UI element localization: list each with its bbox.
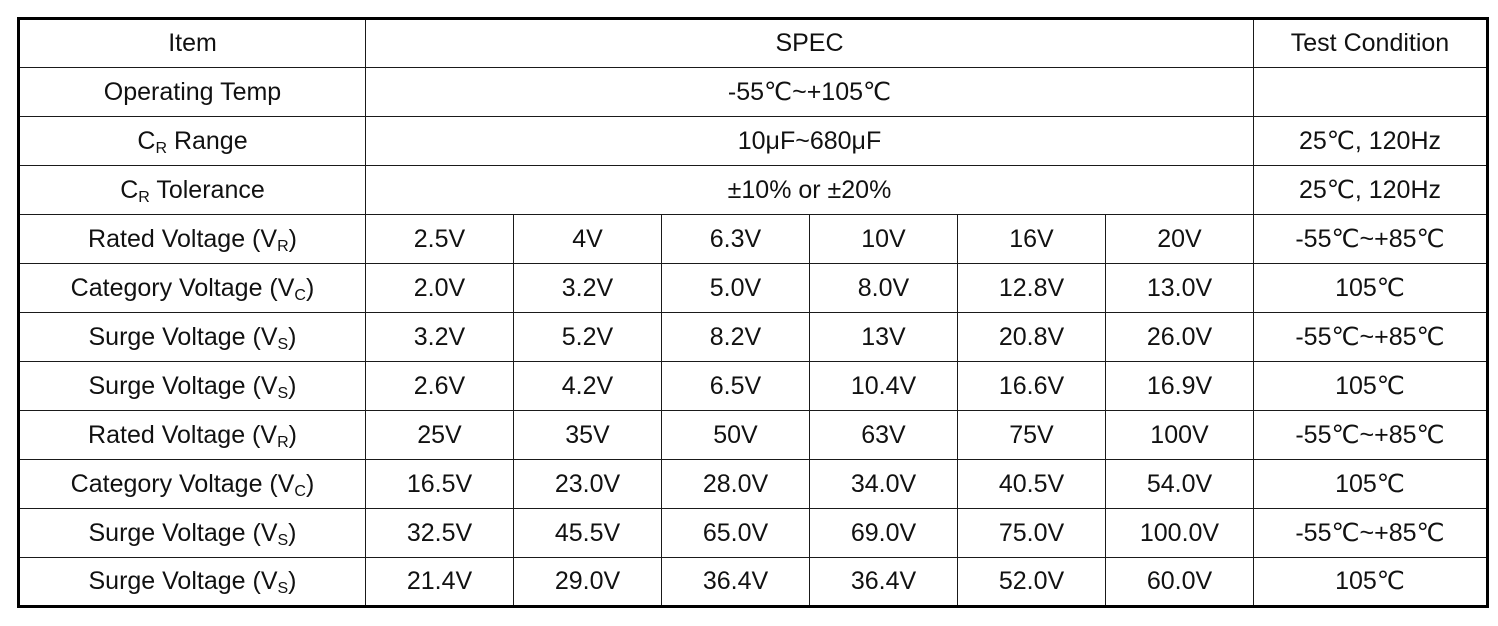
test-condition: 105℃ bbox=[1253, 263, 1488, 313]
table-cell: 36.4V bbox=[661, 557, 810, 607]
spec-value: ±10% or ±20% bbox=[365, 165, 1254, 215]
table-cell: 6.5V bbox=[661, 361, 810, 411]
table-cell: 2.5V bbox=[365, 214, 514, 264]
table-cell: 69.0V bbox=[809, 508, 958, 558]
table-cell: 65.0V bbox=[661, 508, 810, 558]
table-cell: 3.2V bbox=[365, 312, 514, 362]
row-label: CR Tolerance bbox=[18, 165, 366, 215]
table-cell: 3.2V bbox=[513, 263, 662, 313]
table-cell: 10V bbox=[809, 214, 958, 264]
table-cell: 34.0V bbox=[809, 459, 958, 509]
table-cell: 20V bbox=[1105, 214, 1254, 264]
row-label: Surge Voltage (VS) bbox=[18, 557, 366, 607]
table-cell: 5.2V bbox=[513, 312, 662, 362]
table-cell: 16V bbox=[957, 214, 1106, 264]
table-cell: 36.4V bbox=[809, 557, 958, 607]
row-label: Surge Voltage (VS) bbox=[18, 361, 366, 411]
test-condition: -55℃~+85℃ bbox=[1253, 410, 1488, 460]
table-cell: 8.2V bbox=[661, 312, 810, 362]
table-cell: 4V bbox=[513, 214, 662, 264]
test-condition: 105℃ bbox=[1253, 361, 1488, 411]
table-cell: 60.0V bbox=[1105, 557, 1254, 607]
table-cell: 2.6V bbox=[365, 361, 514, 411]
header-row: Item SPEC Test Condition bbox=[18, 18, 1488, 68]
test-condition: 105℃ bbox=[1253, 459, 1488, 509]
table-cell: 29.0V bbox=[513, 557, 662, 607]
table-row: Surge Voltage (VS) 2.6V 4.2V 6.5V 10.4V … bbox=[18, 361, 1488, 411]
table-cell: 32.5V bbox=[365, 508, 514, 558]
table-cell: 5.0V bbox=[661, 263, 810, 313]
table-row: Surge Voltage (VS) 32.5V 45.5V 65.0V 69.… bbox=[18, 508, 1488, 558]
table-cell: 75.0V bbox=[957, 508, 1106, 558]
table-cell: 35V bbox=[513, 410, 662, 460]
table-cell: 13.0V bbox=[1105, 263, 1254, 313]
row-label: Rated Voltage (VR) bbox=[18, 214, 366, 264]
table-cell: 20.8V bbox=[957, 312, 1106, 362]
table-cell: 4.2V bbox=[513, 361, 662, 411]
header-test-condition: Test Condition bbox=[1253, 18, 1488, 68]
spec-value: -55℃~+105℃ bbox=[365, 67, 1254, 117]
table-cell: 6.3V bbox=[661, 214, 810, 264]
row-label: Rated Voltage (VR) bbox=[18, 410, 366, 460]
table-cell: 13V bbox=[809, 312, 958, 362]
table-row: Surge Voltage (VS) 21.4V 29.0V 36.4V 36.… bbox=[18, 557, 1488, 607]
table-cell: 45.5V bbox=[513, 508, 662, 558]
table-cell: 100.0V bbox=[1105, 508, 1254, 558]
table-cell: 8.0V bbox=[809, 263, 958, 313]
test-condition: 105℃ bbox=[1253, 557, 1488, 607]
table-cell: 12.8V bbox=[957, 263, 1106, 313]
table-cell: 25V bbox=[365, 410, 514, 460]
table-cell: 2.0V bbox=[365, 263, 514, 313]
header-spec: SPEC bbox=[365, 18, 1254, 68]
table-row: Category Voltage (VC) 16.5V 23.0V 28.0V … bbox=[18, 459, 1488, 509]
table-cell: 16.5V bbox=[365, 459, 514, 509]
test-condition: -55℃~+85℃ bbox=[1253, 214, 1488, 264]
table-cell: 28.0V bbox=[661, 459, 810, 509]
row-label: Operating Temp bbox=[18, 67, 366, 117]
table-cell: 21.4V bbox=[365, 557, 514, 607]
table-row: Rated Voltage (VR) 25V 35V 50V 63V 75V 1… bbox=[18, 410, 1488, 460]
table-cell: 100V bbox=[1105, 410, 1254, 460]
table-cell: 16.6V bbox=[957, 361, 1106, 411]
table-cell: 52.0V bbox=[957, 557, 1106, 607]
test-condition: 25℃, 120Hz bbox=[1253, 116, 1488, 166]
table-cell: 16.9V bbox=[1105, 361, 1254, 411]
row-label: CR Range bbox=[18, 116, 366, 166]
table-row: Operating Temp -55℃~+105℃ bbox=[18, 67, 1488, 117]
row-label: Category Voltage (VC) bbox=[18, 459, 366, 509]
table-row: Category Voltage (VC) 2.0V 3.2V 5.0V 8.0… bbox=[18, 263, 1488, 313]
row-label: Surge Voltage (VS) bbox=[18, 312, 366, 362]
table-row: CR Range 10μF~680μF 25℃, 120Hz bbox=[18, 116, 1488, 166]
table-cell: 75V bbox=[957, 410, 1106, 460]
spec-table: Item SPEC Test Condition Operating Temp … bbox=[17, 17, 1489, 608]
table-cell: 40.5V bbox=[957, 459, 1106, 509]
row-label: Surge Voltage (VS) bbox=[18, 508, 366, 558]
table-cell: 26.0V bbox=[1105, 312, 1254, 362]
table-cell: 10.4V bbox=[809, 361, 958, 411]
table-row: CR Tolerance ±10% or ±20% 25℃, 120Hz bbox=[18, 165, 1488, 215]
table-cell: 63V bbox=[809, 410, 958, 460]
table-row: Rated Voltage (VR) 2.5V 4V 6.3V 10V 16V … bbox=[18, 214, 1488, 264]
table-row: Surge Voltage (VS) 3.2V 5.2V 8.2V 13V 20… bbox=[18, 312, 1488, 362]
test-condition: 25℃, 120Hz bbox=[1253, 165, 1488, 215]
spec-value: 10μF~680μF bbox=[365, 116, 1254, 166]
row-label: Category Voltage (VC) bbox=[18, 263, 366, 313]
table-cell: 50V bbox=[661, 410, 810, 460]
test-condition: -55℃~+85℃ bbox=[1253, 312, 1488, 362]
table-cell: 23.0V bbox=[513, 459, 662, 509]
table-cell: 54.0V bbox=[1105, 459, 1254, 509]
header-item: Item bbox=[18, 18, 366, 68]
test-condition: -55℃~+85℃ bbox=[1253, 508, 1488, 558]
test-condition bbox=[1253, 67, 1488, 117]
